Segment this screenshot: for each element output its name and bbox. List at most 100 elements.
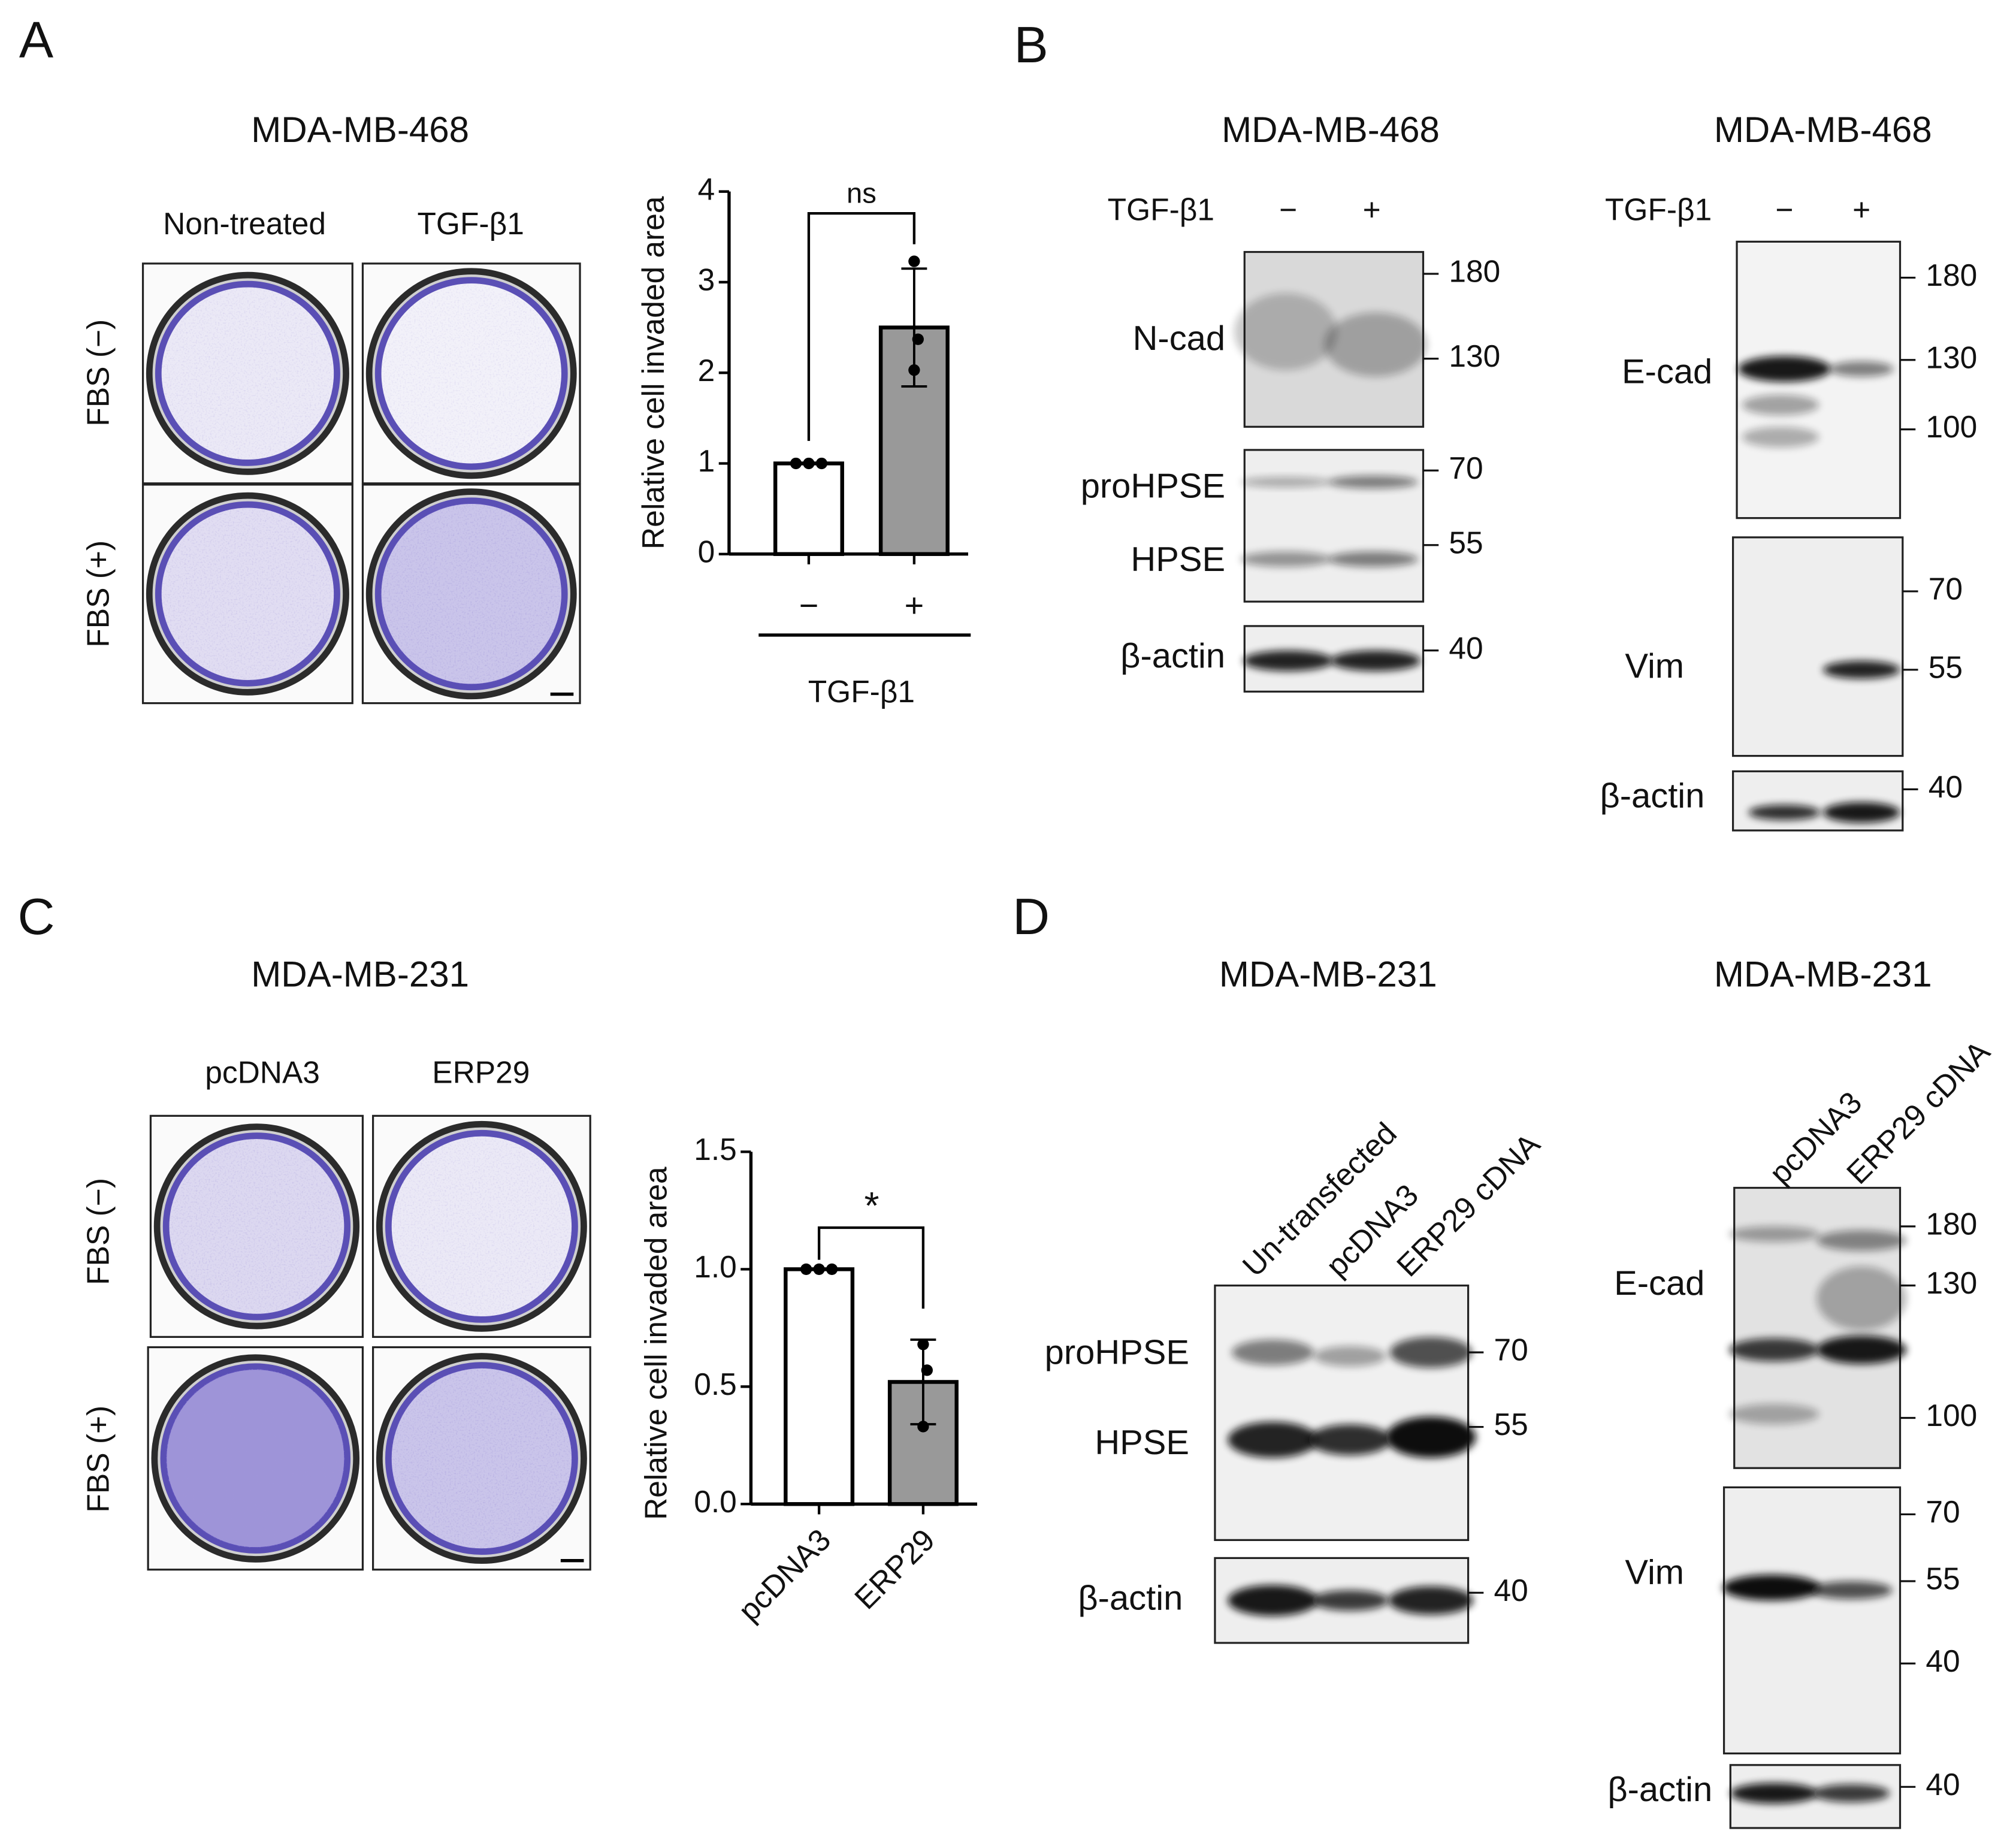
y-tick-label: 4 (698, 171, 715, 206)
protein-label: β-actin (1607, 1771, 1712, 1809)
size-marker: 130 (1449, 339, 1500, 373)
blot-band (1331, 650, 1421, 671)
lane-label: + (1852, 192, 1870, 227)
blot-band (1386, 1416, 1476, 1458)
blot-title: MDA-MB-231 (1714, 954, 1932, 994)
blot-band (1324, 312, 1427, 377)
row-label: FBS (−) (80, 319, 115, 427)
size-marker: 180 (1926, 1206, 1977, 1241)
size-marker: 55 (1449, 525, 1483, 560)
panel-title: MDA-MB-468 (251, 110, 469, 150)
y-tick-label: 1.5 (694, 1132, 737, 1167)
blot-band (1822, 802, 1900, 823)
bar (773, 461, 844, 556)
well-speckle (380, 503, 562, 685)
protein-label: Vim (1625, 1554, 1684, 1592)
column-label: pcDNA3 (205, 1055, 320, 1089)
size-marker: 55 (1926, 1561, 1960, 1596)
blot-membrane (1243, 449, 1425, 603)
panel-letter: D (1012, 888, 1050, 945)
data-point (826, 1263, 838, 1276)
blot-membrane (1214, 1284, 1470, 1541)
blot-band (1748, 805, 1821, 820)
data-point (921, 1364, 933, 1376)
size-marker: 40 (1926, 1767, 1960, 1802)
size-marker: 40 (1494, 1573, 1528, 1608)
blot-band (1722, 1575, 1821, 1601)
y-tick-label: 2 (698, 353, 715, 388)
blot-band (1231, 1339, 1314, 1365)
size-marker: 180 (1926, 258, 1977, 292)
blot-band (1308, 1424, 1391, 1455)
size-marker: 70 (1926, 1494, 1960, 1529)
x-tick-label: ERP29 (848, 1522, 941, 1615)
panel-letter: A (19, 11, 54, 69)
x-tick-label: + (905, 587, 924, 624)
well-speckle (391, 1135, 573, 1318)
protein-label: β-actin (1600, 777, 1704, 815)
blot-band (1389, 1337, 1473, 1368)
protein-label: HPSE (1095, 1424, 1189, 1462)
protein-label: proHPSE (1045, 1334, 1189, 1372)
blot-band (1816, 1230, 1907, 1251)
data-point (912, 333, 924, 345)
blot-band (1816, 1336, 1907, 1364)
protein-label: E-cad (1622, 353, 1712, 391)
blot-band (1812, 1784, 1890, 1803)
well-speckle (161, 286, 335, 461)
blot-band (1243, 650, 1334, 671)
significance-bracket (817, 1226, 925, 1309)
data-point (815, 457, 828, 470)
blot-band (1388, 1586, 1474, 1615)
blot-membrane (1722, 1486, 1902, 1755)
lane-label: − (1775, 192, 1793, 227)
data-point (908, 255, 920, 267)
protein-label: N-cad (1133, 319, 1225, 358)
blot-band (1742, 427, 1819, 448)
protein-label: β-actin (1120, 637, 1225, 675)
y-tick-label: 0.0 (694, 1484, 737, 1519)
treatment-label: TGF-β1 (1605, 192, 1712, 227)
well-speckle (161, 507, 335, 681)
row-label: FBS (−) (80, 1178, 115, 1285)
y-tick-label: 0 (698, 534, 715, 569)
x-tick-label: − (799, 587, 819, 624)
size-marker: 130 (1926, 340, 1977, 374)
treatment-label: TGF-β1 (1108, 192, 1214, 227)
blot-band (1810, 1581, 1893, 1600)
size-marker: 40 (1449, 630, 1483, 665)
lane-label: − (1279, 192, 1297, 227)
size-marker: 55 (1494, 1407, 1528, 1442)
size-marker: 40 (1929, 769, 1963, 804)
panel-title: MDA-MB-231 (251, 954, 469, 994)
column-label: Non-treated (163, 206, 326, 241)
size-marker: 180 (1449, 254, 1500, 289)
protein-label: proHPSE (1081, 467, 1225, 506)
well-speckle (380, 283, 562, 464)
blot-band (1822, 660, 1900, 679)
size-marker: 70 (1929, 572, 1963, 606)
blot-band (1816, 1266, 1907, 1331)
significance-label: * (865, 1184, 879, 1227)
panel-letter: C (17, 888, 55, 945)
blot-band (1234, 293, 1337, 370)
y-axis-label: Relative cell invaded area (639, 1167, 673, 1520)
row-label: FBS (+) (80, 540, 115, 648)
column-label: TGF-β1 (417, 206, 524, 241)
blot-title: MDA-MB-231 (1219, 954, 1437, 994)
blot-band (1240, 551, 1331, 567)
blot-band (1228, 1585, 1318, 1616)
data-point (908, 364, 920, 376)
well-speckle (391, 1367, 573, 1549)
blot-title: MDA-MB-468 (1714, 110, 1932, 150)
significance-bracket (807, 212, 916, 441)
blot-band (1228, 1421, 1318, 1458)
y-tick-label: 1.0 (694, 1249, 737, 1284)
blot-band (1314, 1346, 1386, 1367)
y-tick-label: 1 (698, 443, 715, 478)
data-point (917, 1421, 929, 1433)
blot-band (1729, 1338, 1819, 1362)
protein-label: HPSE (1131, 540, 1225, 579)
well-speckle (166, 1369, 345, 1548)
